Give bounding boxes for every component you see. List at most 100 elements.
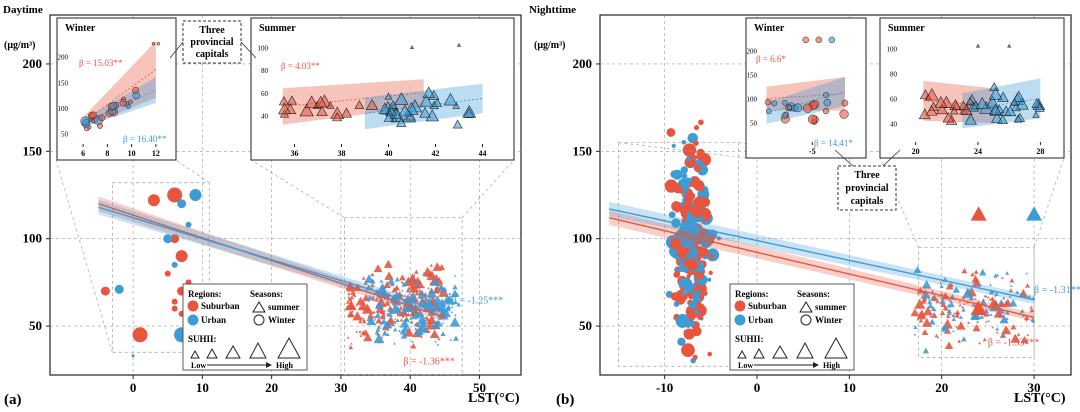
inset-point xyxy=(326,101,335,109)
x-tick-label: 0 xyxy=(130,380,137,395)
summer-point-urban xyxy=(440,288,444,292)
summer-point-urban xyxy=(961,305,965,309)
summer-point-suburban xyxy=(970,206,987,221)
summer-point-urban xyxy=(433,304,437,309)
summer-point-suburban xyxy=(438,287,450,297)
inset-title: Winter xyxy=(65,23,96,34)
callout-arrow xyxy=(240,41,257,59)
winter-point-urban xyxy=(686,253,692,259)
summer-point-urban xyxy=(373,333,385,344)
inset-point xyxy=(802,36,809,44)
inset-y-tick-label: 80 xyxy=(261,67,269,75)
summer-point-urban xyxy=(1005,271,1010,275)
summer-point-suburban xyxy=(920,298,927,304)
legend-suburban-marker xyxy=(734,300,746,312)
inset-x-tick-label: 36 xyxy=(291,149,299,158)
inset-point xyxy=(1012,90,1026,102)
summer-point-suburban xyxy=(367,299,371,302)
summer-point-urban xyxy=(994,291,999,296)
summer-point-suburban xyxy=(987,296,990,299)
summer-point-suburban xyxy=(349,295,354,299)
inset-y-tick-label: 150 xyxy=(58,79,69,87)
y-label-b: (μg/m³) xyxy=(534,40,565,51)
inset-point xyxy=(314,95,328,108)
summer-point-suburban xyxy=(918,318,924,323)
summer-point-urban xyxy=(376,295,381,299)
winter-point-suburban xyxy=(681,343,695,358)
summer-point-urban xyxy=(409,320,414,324)
summer-point-urban xyxy=(440,331,446,336)
fit-label-urban-a: β = -1.25*** xyxy=(452,295,504,306)
winter-point-urban xyxy=(677,337,686,346)
legend-a: Regions: Seasons: Suburban Urban summer … xyxy=(182,283,308,371)
svg-text:Low: Low xyxy=(191,361,206,370)
summer-point-suburban xyxy=(350,342,353,345)
summer-point-urban xyxy=(426,288,438,298)
svg-text:High: High xyxy=(276,361,293,370)
inset-connector xyxy=(175,159,210,184)
summer-point-suburban xyxy=(1008,288,1014,293)
inset-point xyxy=(456,42,462,47)
summer-point-urban xyxy=(411,340,414,343)
summer-point-suburban xyxy=(1000,334,1005,338)
summer-point-suburban xyxy=(985,320,988,323)
summer-point-suburban xyxy=(410,343,417,349)
inset-point xyxy=(975,96,989,109)
summer-point-suburban xyxy=(1001,276,1004,279)
summer-point-urban xyxy=(987,306,991,309)
winter-point-suburban xyxy=(147,194,160,207)
inset-point xyxy=(304,95,319,109)
inset-connector xyxy=(250,159,345,218)
summer-point-suburban xyxy=(970,272,975,277)
svg-text:Suburban: Suburban xyxy=(748,301,787,311)
summer-point-suburban xyxy=(436,276,443,283)
winter-point-urban xyxy=(674,267,679,272)
panel-daytime: 0 10 20 30 40 50 50 100 150 200 Winter 6 8 10 12 50 100… xyxy=(3,4,522,408)
summer-point-urban xyxy=(414,327,418,331)
summer-point-urban xyxy=(437,283,446,291)
summer-point-suburban xyxy=(982,337,987,342)
winter-point-suburban xyxy=(693,241,698,246)
region-box-winter xyxy=(618,142,739,367)
summer-point-urban xyxy=(921,279,932,289)
inset-fit-line xyxy=(766,93,845,100)
suhii-size-4 xyxy=(796,341,814,359)
summer-point-suburban xyxy=(923,306,933,316)
summer-point-suburban xyxy=(956,321,966,330)
inset-point xyxy=(960,104,973,115)
inset-point xyxy=(463,107,475,118)
summer-point-urban xyxy=(928,318,936,325)
summer-point-urban xyxy=(415,310,418,313)
suhii-size-3 xyxy=(225,345,241,359)
summer-point-suburban xyxy=(370,272,375,277)
inset-beta-label: β = 16.40** xyxy=(123,134,167,144)
summer-point-suburban xyxy=(967,321,970,324)
summer-point-urban xyxy=(1009,299,1018,307)
summer-point-urban xyxy=(434,273,438,277)
summer-point-urban xyxy=(379,279,384,283)
summer-point-urban xyxy=(392,320,397,324)
summer-point-suburban xyxy=(1026,333,1030,336)
summer-point-urban xyxy=(432,295,443,305)
svg-text:Suburban: Suburban xyxy=(201,301,240,311)
legend-summer-marker xyxy=(799,301,813,313)
inset-point xyxy=(394,92,409,105)
summer-point-suburban xyxy=(953,312,956,315)
summer-point-urban xyxy=(962,287,974,298)
inset-point xyxy=(1015,97,1029,110)
winter-point-urban xyxy=(675,314,690,328)
summer-point-urban xyxy=(416,328,424,335)
inset-point xyxy=(936,103,948,115)
summer-point-suburban xyxy=(380,335,384,339)
inset-x-tick-label: 44 xyxy=(479,149,487,158)
summer-point-urban xyxy=(393,327,398,332)
summer-point-urban xyxy=(439,303,443,307)
inset-point xyxy=(80,116,90,126)
summer-point-urban xyxy=(452,284,458,290)
summer-point-urban xyxy=(963,309,966,312)
callout-arrow xyxy=(882,149,901,167)
x-tick-label: 30 xyxy=(1028,380,1041,395)
summer-point-urban xyxy=(398,329,402,332)
inset-point xyxy=(409,45,415,49)
summer-point-urban xyxy=(436,314,439,318)
